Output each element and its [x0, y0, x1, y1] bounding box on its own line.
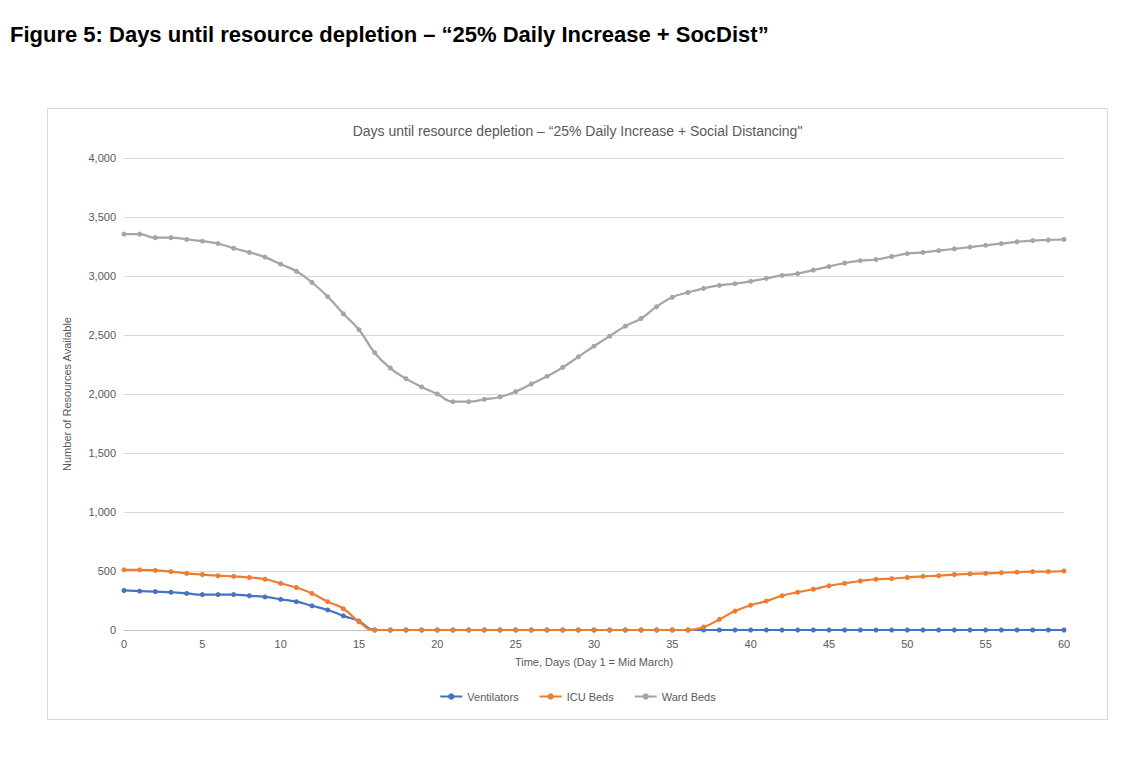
svg-text:3,000: 3,000: [88, 270, 116, 282]
svg-text:30: 30: [588, 638, 600, 650]
svg-text:45: 45: [823, 638, 835, 650]
svg-text:15: 15: [353, 638, 365, 650]
svg-text:35: 35: [666, 638, 678, 650]
svg-text:55: 55: [980, 638, 992, 650]
svg-text:Ventilators: Ventilators: [467, 691, 519, 703]
svg-text:20: 20: [431, 638, 443, 650]
svg-text:Days until resource depletion: Days until resource depletion – “25% Dai…: [353, 123, 803, 139]
svg-text:4,000: 4,000: [88, 152, 116, 164]
svg-text:ICU Beds: ICU Beds: [567, 691, 615, 703]
svg-text:50: 50: [901, 638, 913, 650]
svg-text:500: 500: [98, 565, 116, 577]
svg-text:10: 10: [275, 638, 287, 650]
svg-text:3,500: 3,500: [88, 211, 116, 223]
svg-text:Number of Resources Available: Number of Resources Available: [61, 317, 73, 471]
svg-text:Ward Beds: Ward Beds: [662, 691, 717, 703]
svg-text:5: 5: [199, 638, 205, 650]
svg-text:25: 25: [510, 638, 522, 650]
svg-text:40: 40: [745, 638, 757, 650]
svg-text:0: 0: [121, 638, 127, 650]
svg-text:0: 0: [110, 624, 116, 636]
svg-text:1,000: 1,000: [88, 506, 116, 518]
svg-text:1,500: 1,500: [88, 447, 116, 459]
svg-text:Time, Days (Day 1 = Mid March): Time, Days (Day 1 = Mid March): [515, 656, 673, 668]
svg-text:60: 60: [1058, 638, 1070, 650]
html-text:Figure 5: Days until resource: Figure 5: Days until resource depletion …: [10, 22, 769, 47]
svg-text:2,000: 2,000: [88, 388, 116, 400]
svg-text:2,500: 2,500: [88, 329, 116, 341]
